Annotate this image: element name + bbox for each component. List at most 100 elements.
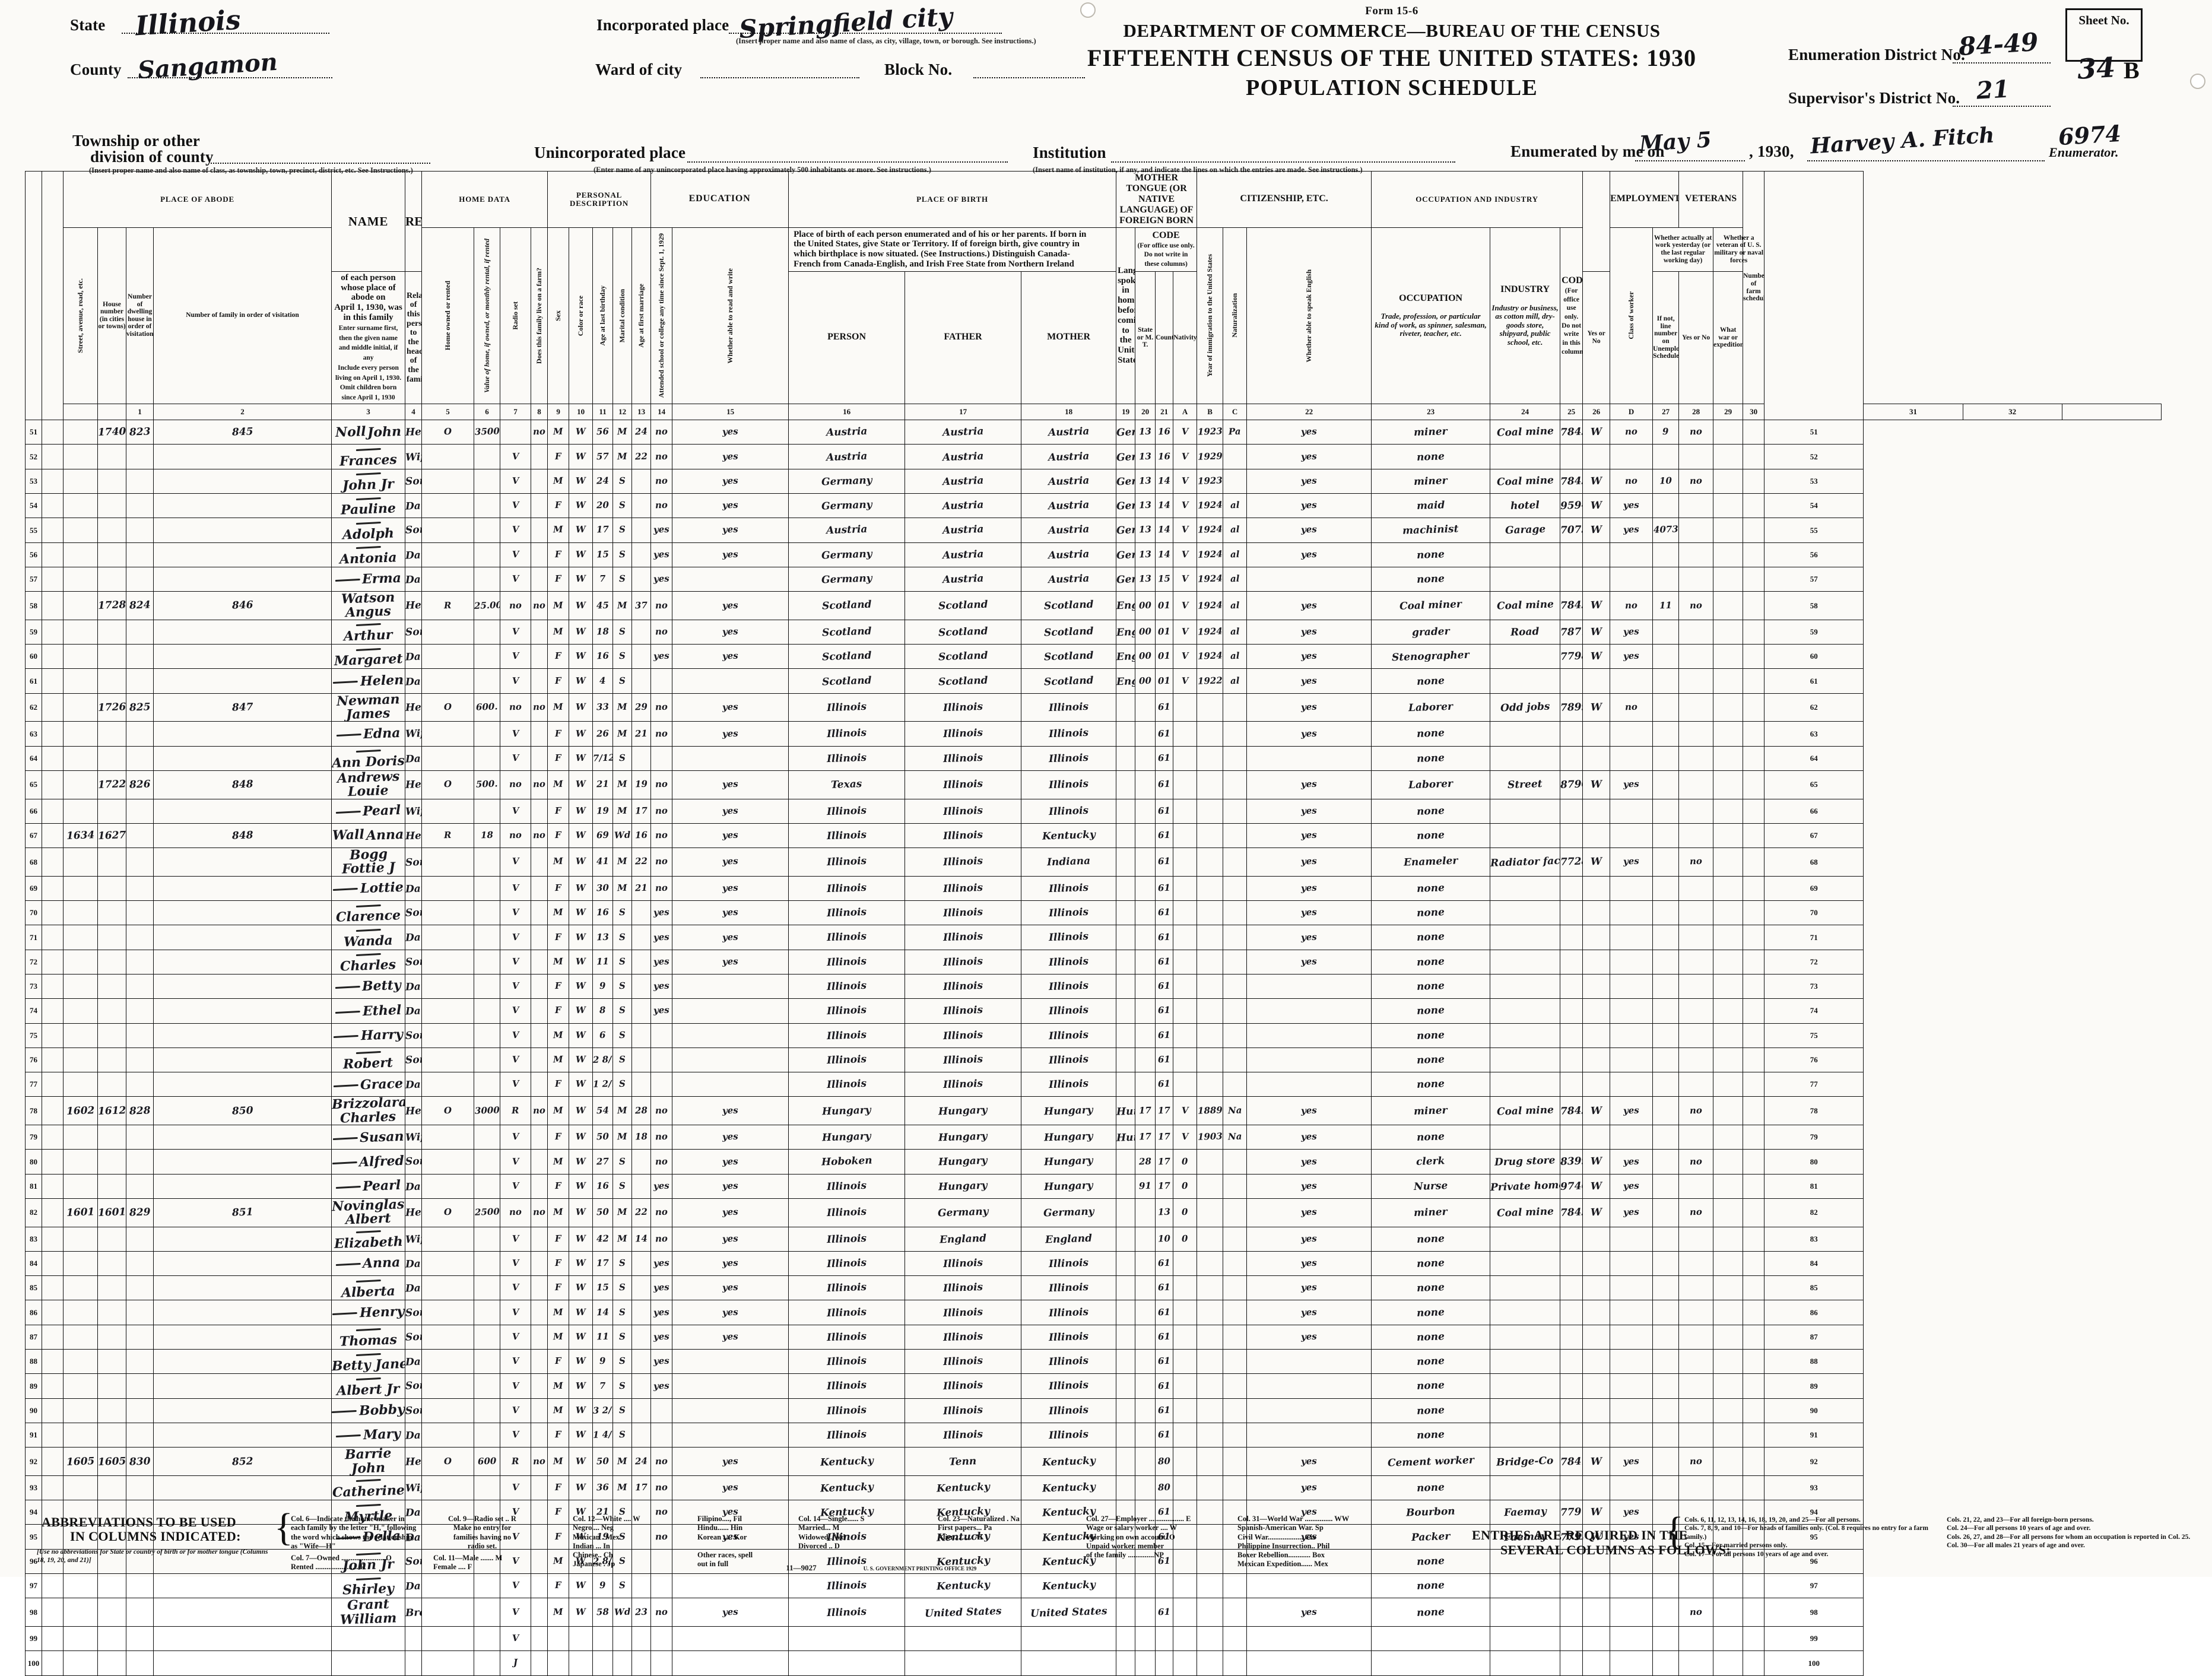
- cell-ind[interactable]: [1490, 566, 1561, 592]
- cell-C[interactable]: V: [1173, 591, 1198, 620]
- cell-street[interactable]: [63, 1500, 98, 1525]
- cell-imm[interactable]: 1924: [1197, 518, 1224, 543]
- cell-occ[interactable]: none: [1371, 900, 1491, 926]
- cell-imm[interactable]: [1197, 823, 1224, 849]
- cell-eng[interactable]: yes: [1246, 875, 1372, 902]
- cell-fam[interactable]: [153, 493, 332, 519]
- cell-dwell[interactable]: [126, 644, 154, 669]
- cell-e29[interactable]: [1652, 693, 1680, 722]
- cell-sex[interactable]: F: [547, 925, 570, 950]
- cell-race[interactable]: W: [569, 925, 594, 950]
- cell-imm[interactable]: [1197, 1475, 1224, 1501]
- cell-e31[interactable]: [1713, 619, 1744, 645]
- cell-fpob[interactable]: Illinois: [905, 973, 1022, 999]
- cell-sch[interactable]: yes: [650, 998, 673, 1024]
- cell-dwell[interactable]: [126, 1226, 154, 1252]
- cell-c7[interactable]: [421, 875, 475, 902]
- cell-e32[interactable]: [1743, 1524, 1765, 1550]
- cell-e31[interactable]: [1713, 668, 1744, 694]
- cell-occ[interactable]: none: [1371, 949, 1491, 975]
- cell-class[interactable]: W: [1582, 1149, 1611, 1175]
- cell-c7[interactable]: [421, 493, 475, 519]
- cell-lang[interactable]: [1116, 1275, 1136, 1301]
- cell-age[interactable]: 57: [592, 444, 614, 469]
- cell-fam[interactable]: [153, 644, 332, 669]
- cell-c9[interactable]: V: [500, 998, 532, 1024]
- cell-race[interactable]: W: [569, 591, 594, 620]
- cell-street[interactable]: [63, 925, 98, 950]
- cell-age[interactable]: 18: [592, 619, 614, 645]
- cell-A[interactable]: [1135, 1023, 1156, 1048]
- cell-c9[interactable]: V: [500, 1275, 532, 1301]
- cell-fam[interactable]: [153, 1300, 332, 1325]
- cell-race[interactable]: W: [569, 1125, 594, 1150]
- cell-mar[interactable]: S: [612, 1349, 633, 1375]
- cell-e30[interactable]: [1678, 444, 1714, 469]
- cell-fam[interactable]: 845: [153, 420, 332, 445]
- cell-mpob[interactable]: Illinois: [1021, 1373, 1117, 1399]
- cell-class[interactable]: [1582, 1650, 1611, 1676]
- cell-street[interactable]: 1605: [63, 1447, 98, 1476]
- cell-house[interactable]: [97, 1422, 126, 1448]
- cell-mar[interactable]: S: [612, 1173, 633, 1199]
- cell-sch[interactable]: no: [650, 1598, 673, 1627]
- cell-c9[interactable]: V: [500, 1373, 532, 1399]
- cell-A[interactable]: 13: [1135, 444, 1156, 469]
- cell-C[interactable]: [1173, 1422, 1198, 1448]
- cell-mpob[interactable]: Hungary: [1021, 1096, 1117, 1126]
- cell-e31[interactable]: [1713, 468, 1744, 494]
- cell-c10[interactable]: [531, 1250, 548, 1277]
- cell-nat[interactable]: [1223, 693, 1248, 722]
- cell-rw[interactable]: yes: [672, 847, 789, 877]
- cell-house[interactable]: [97, 1023, 126, 1048]
- cell-mar[interactable]: S: [612, 1398, 633, 1423]
- cell-house[interactable]: [97, 1524, 126, 1550]
- cell-eng[interactable]: yes: [1246, 1475, 1372, 1501]
- cell-sch[interactable]: [650, 1650, 673, 1676]
- cell-occ[interactable]: none: [1371, 1047, 1491, 1073]
- cell-street[interactable]: [63, 644, 98, 669]
- cell-ind[interactable]: Garage: [1490, 518, 1561, 543]
- cell-fam[interactable]: [153, 619, 332, 645]
- cell-pob[interactable]: Illinois: [788, 1598, 906, 1627]
- cell-nat[interactable]: [1223, 1598, 1248, 1627]
- cell-eng[interactable]: yes: [1246, 420, 1372, 445]
- cell-e28[interactable]: yes: [1610, 770, 1654, 799]
- cell-e32[interactable]: [1743, 998, 1765, 1024]
- cell-c9[interactable]: V: [500, 468, 532, 494]
- cell-B[interactable]: 14: [1155, 468, 1174, 494]
- cell-class[interactable]: [1582, 1548, 1611, 1575]
- table-row[interactable]: 65 1722 826 848 Andrews Louie Head O 500. no no M W…: [25, 770, 2162, 799]
- cell-relation[interactable]: Daughter: [405, 668, 423, 694]
- cell-ind[interactable]: [1490, 798, 1561, 824]
- cell-C[interactable]: [1173, 1524, 1198, 1550]
- cell-c9[interactable]: no: [500, 770, 532, 799]
- cell-A[interactable]: [1135, 1250, 1156, 1277]
- cell-e29[interactable]: [1652, 875, 1680, 902]
- cell-sch[interactable]: yes: [650, 973, 673, 999]
- cell-agem[interactable]: [631, 1650, 652, 1676]
- cell-mpob[interactable]: Illinois: [1021, 875, 1117, 902]
- cell-name[interactable]: Helen: [331, 668, 406, 694]
- cell-age[interactable]: 36: [592, 1475, 614, 1501]
- cell-e32[interactable]: [1743, 745, 1765, 771]
- cell-e30[interactable]: no: [1678, 1598, 1714, 1627]
- cell-eng[interactable]: yes: [1246, 493, 1372, 519]
- cell-fam[interactable]: [153, 1275, 332, 1301]
- cell-e29[interactable]: [1652, 1598, 1680, 1627]
- cell-ind[interactable]: [1490, 1324, 1561, 1350]
- cell-c9[interactable]: V: [500, 1300, 532, 1325]
- cell-ind[interactable]: [1490, 973, 1561, 999]
- cell-house[interactable]: [97, 1125, 126, 1150]
- cell-dwell[interactable]: 830: [126, 1447, 154, 1476]
- cell-sch[interactable]: yes: [650, 1173, 673, 1199]
- cell-C[interactable]: [1173, 847, 1198, 877]
- cell-fpob[interactable]: Illinois: [905, 1349, 1022, 1375]
- cell-agem[interactable]: [631, 925, 652, 950]
- cell-street[interactable]: [63, 1548, 98, 1575]
- table-row[interactable]: 96 John Jr Son V M W 2 8/12 S Illinois Kentucky K…: [25, 1548, 2162, 1575]
- cell-occ[interactable]: none: [1371, 1072, 1491, 1097]
- cell-c9[interactable]: V: [500, 1422, 532, 1448]
